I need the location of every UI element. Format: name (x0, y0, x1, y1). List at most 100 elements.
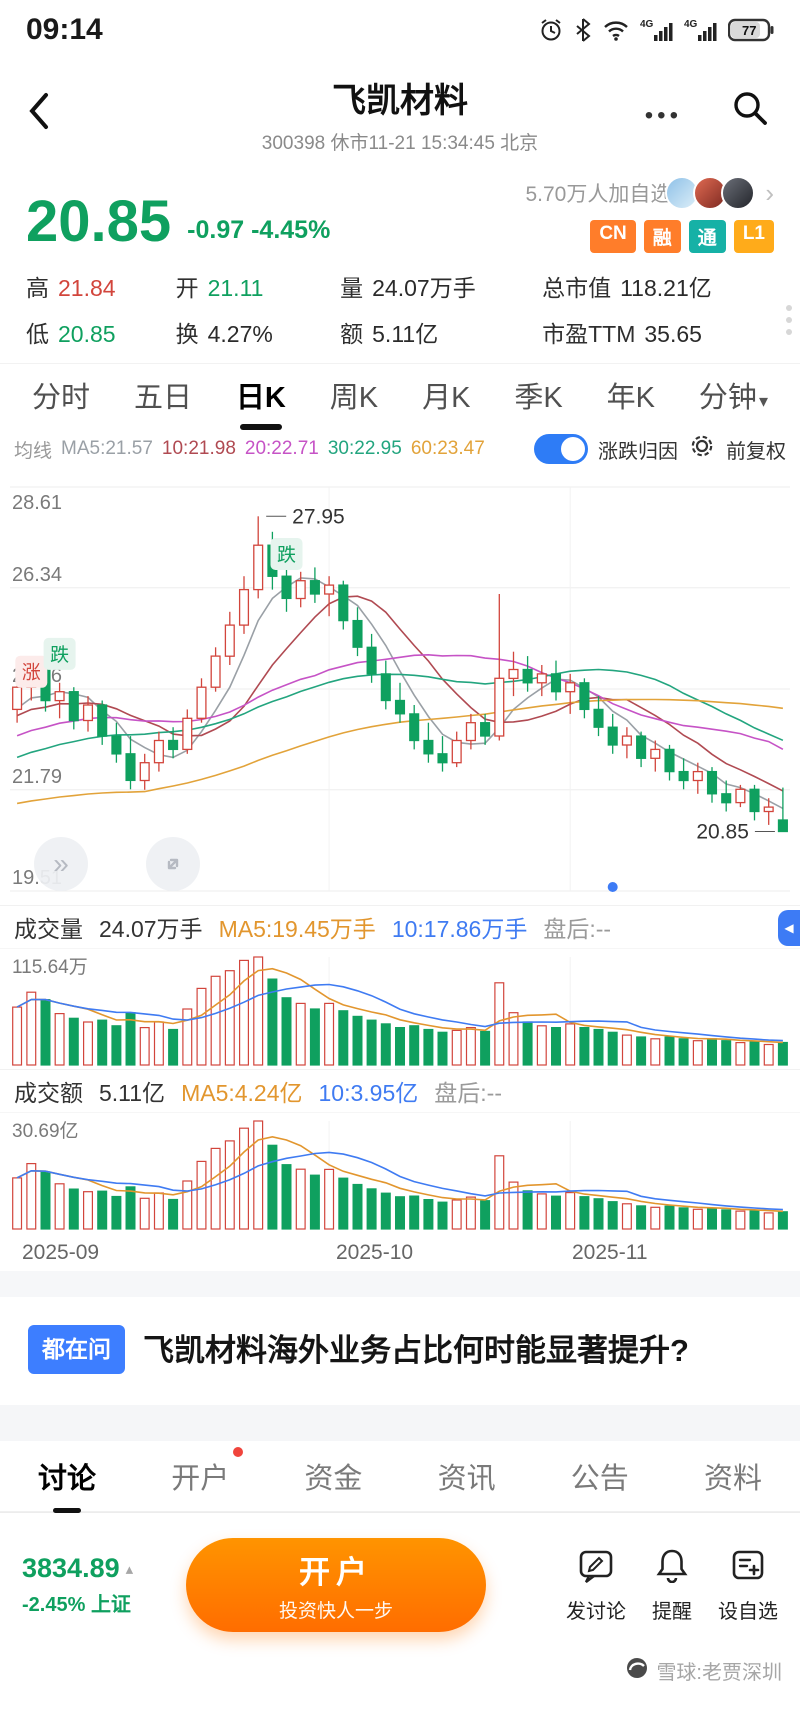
amount-afterhours: 盘后:-- (434, 1080, 502, 1106)
collapse-handle-icon[interactable]: ◀ (778, 910, 800, 946)
section-gap (0, 1404, 800, 1441)
x-label-oct: 2025-10 (336, 1241, 414, 1264)
svg-text:30.69亿: 30.69亿 (12, 1120, 79, 1142)
svg-text:跌: 跌 (50, 644, 69, 666)
followers-row[interactable]: 5.70万人加自选 › (525, 176, 774, 210)
ma30-legend: 30:22.95 (327, 438, 402, 459)
attribution-toggle[interactable] (534, 434, 588, 464)
content-tabs: 讨论 开户 资金 资讯 公告 资料 (0, 1441, 800, 1511)
add-watchlist-button[interactable]: 设自选 (718, 1547, 778, 1624)
chevron-right-icon: › (765, 177, 774, 208)
alert-button[interactable]: 提醒 (652, 1547, 692, 1624)
quote-stats: 高 21.84 开 21.11 量 24.07万手 总市值 118.21亿 低 20.85… (26, 269, 774, 349)
tab-funds[interactable]: 资金 (304, 1462, 363, 1495)
tab-open-account[interactable]: 开户 (169, 1446, 244, 1505)
caret-up-icon: ▴ (125, 1560, 134, 1578)
bottom-action-bar: 3834.89 ▴ -2.45% 上证 开户 投资快人一步 发讨论 提醒 设自选 (0, 1511, 800, 1658)
bluetooth-icon (574, 17, 592, 43)
amount-ma10: 10:3.95亿 (318, 1080, 419, 1106)
tab-profile[interactable]: 资料 (703, 1462, 762, 1495)
ma20-legend: 20:22.71 (244, 438, 319, 459)
snowball-logo-icon (626, 1657, 648, 1685)
volume-afterhours: 盘后:-- (543, 916, 612, 942)
amount-title: 成交额 (14, 1080, 83, 1106)
index-value: 3834.89 (22, 1553, 120, 1583)
notification-dot (233, 1446, 244, 1457)
clock-time: 09:14 (26, 13, 103, 46)
qa-question[interactable]: 飞凯材料海外业务占比何时能显著提升? (143, 1333, 689, 1368)
svg-text:涨: 涨 (22, 662, 41, 684)
volume-ma10: 10:17.86万手 (391, 916, 528, 942)
more-dots-icon[interactable] (786, 305, 792, 335)
page-title: 飞凯材料 (332, 82, 468, 120)
tab-quarterly-k[interactable]: 季K (514, 381, 563, 414)
ma10-legend: 10:21.98 (161, 438, 236, 459)
volume-ma5: MA5:19.45万手 (218, 916, 376, 942)
avatar (721, 176, 756, 210)
app-header: 飞凯材料 300398 休市11-21 15:34:45 北京 ••• (0, 60, 800, 168)
attribution-label: 涨跌归因 (598, 440, 678, 463)
tab-announcements[interactable]: 公告 (570, 1462, 629, 1495)
svg-text:21.79: 21.79 (12, 766, 62, 788)
back-icon[interactable] (26, 90, 52, 137)
bell-icon (654, 1547, 690, 1589)
stat-turnover: 换 4.27% (175, 321, 273, 347)
badge-margin[interactable]: 融 (643, 220, 681, 253)
chevron-down-icon: ▾ (758, 390, 768, 411)
svg-text:115.64万: 115.64万 (12, 957, 88, 978)
alarm-icon (538, 17, 564, 43)
tab-5day[interactable]: 五日 (133, 381, 192, 414)
divider-band (0, 1271, 800, 1297)
volume-chart-svg[interactable]: 115.64万 (0, 949, 800, 1069)
quote-panel: 20.85 -0.97 -4.45% 5.70万人加自选 › CN 融 通 L1… (0, 168, 800, 363)
tab-minutes-dropdown[interactable]: 分钟 ▾ (698, 381, 768, 414)
open-account-button[interactable]: 开户 投资快人一步 (186, 1538, 486, 1632)
signal-4g-icon: 4G (640, 17, 674, 43)
stat-amount: 额 5.11亿 (340, 321, 439, 347)
badge-connect[interactable]: 通 (688, 220, 726, 253)
tab-monthly-k[interactable]: 月K (422, 381, 471, 414)
watermark-text: 雪球:老贾深圳 (656, 1662, 782, 1684)
svg-text:20.85: 20.85 (696, 821, 749, 844)
amount-header: 成交额 5.11亿 MA5:4.24亿 10:3.95亿 盘后:-- (0, 1069, 800, 1113)
x-label-nov: 2025-11 (572, 1241, 648, 1264)
badge-level[interactable]: L1 (733, 220, 774, 253)
svg-text:4G: 4G (684, 19, 698, 30)
search-icon[interactable] (730, 88, 770, 133)
svg-text:28.61: 28.61 (12, 492, 62, 514)
tab-weekly-k[interactable]: 周K (329, 381, 379, 414)
tab-news[interactable]: 资讯 (437, 1462, 496, 1495)
adjust-mode-button[interactable]: 前复权 (726, 440, 786, 463)
tab-yearly-k[interactable]: 年K (606, 381, 655, 414)
wifi-icon (602, 18, 630, 42)
stat-high: 高 21.84 (26, 275, 116, 301)
qa-section[interactable]: 都在问 飞凯材料海外业务占比何时能显著提升? (0, 1297, 800, 1405)
tab-minute-chart[interactable]: 分时 (32, 381, 91, 414)
x-label-sep: 2025-09 (22, 1241, 100, 1264)
index-quote[interactable]: 3834.89 ▴ -2.45% 上证 (22, 1553, 172, 1617)
svg-text:77: 77 (742, 23, 756, 38)
tab-daily-k[interactable]: 日K (234, 364, 288, 426)
period-tabs: 分时 五日 日K 周K 月K 季K 年K 分钟 ▾ (0, 363, 800, 425)
price-change: -0.97 (187, 216, 245, 244)
more-icon[interactable]: ••• (644, 102, 682, 129)
market-badges: CN 融 通 L1 (590, 220, 774, 253)
followers-count: 5.70万人加自选 (525, 183, 672, 206)
ma-legend-bar: 均线 MA5:21.57 10:21.98 20:22.71 30:22.95 … (0, 425, 800, 473)
svg-text:27.95: 27.95 (292, 505, 345, 528)
badge-cn[interactable]: CN (590, 220, 636, 253)
ma5-legend: MA5:21.57 (61, 438, 153, 459)
amount-chart-svg[interactable]: 30.69亿 (0, 1113, 800, 1233)
volume-header: 成交量 24.07万手 MA5:19.45万手 10:17.86万手 盘后:--… (0, 905, 800, 949)
tab-discussion[interactable]: 讨论 (36, 1447, 98, 1505)
battery-icon: 77 (728, 18, 774, 42)
stat-low: 低 20.85 (26, 321, 116, 347)
gear-icon[interactable] (688, 432, 716, 466)
expand-chart-button[interactable] (146, 837, 200, 891)
post-discussion-button[interactable]: 发讨论 (566, 1547, 626, 1624)
fast-forward-button[interactable]: » (34, 837, 88, 891)
compose-icon (577, 1547, 615, 1589)
qa-badge: 都在问 (28, 1325, 125, 1374)
